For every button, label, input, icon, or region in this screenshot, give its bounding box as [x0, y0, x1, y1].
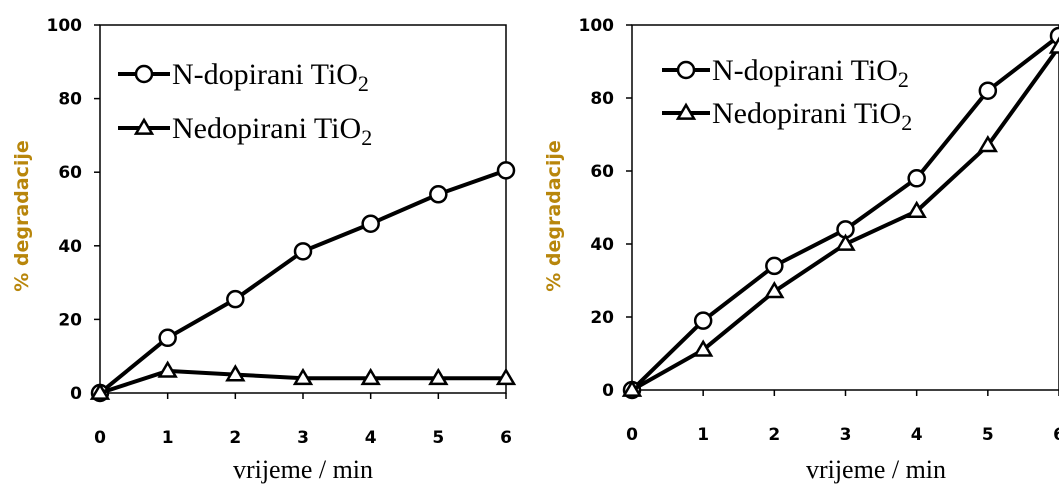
x-tick-label: 5 [432, 428, 444, 448]
legend-label: N-dopirani TiO2 [712, 54, 909, 92]
data-point-triangle [428, 367, 449, 386]
data-point-triangle [225, 364, 246, 382]
legend-label: N-dopirani TiO2 [172, 58, 369, 96]
y-axis-label: % degradacije [543, 140, 565, 292]
data-point-triangle [495, 367, 517, 386]
legend-marker-circle [134, 64, 154, 84]
chart-right: 0 20 40 60 80 100 0 1 2 3 4 5 6 vrijeme / min % degrad… [543, 16, 1059, 484]
x-tick-label: 6 [500, 428, 512, 448]
data-point-triangle [835, 233, 856, 251]
data-point-triangle [906, 200, 927, 218]
data-point-triangle [621, 379, 643, 397]
data-point-circle [158, 328, 177, 348]
x-axis-label: vrijeme / min [233, 455, 373, 484]
x-tick-label: 0 [94, 428, 106, 448]
data-point-triangle [157, 360, 178, 378]
x-tick-label: 2 [229, 428, 241, 448]
data-point-triangle [360, 367, 381, 386]
data-point-circle [226, 289, 245, 309]
y-tick-label: 80 [58, 90, 82, 110]
y-tick-label: 60 [58, 163, 82, 183]
x-axis-label: vrijeme / min [806, 455, 946, 484]
data-point-triangle [89, 382, 111, 400]
series-line-n-dopirani [98, 168, 507, 395]
x-tick-label: 1 [162, 428, 174, 448]
legend-label: Nedopirani TiO2 [712, 97, 912, 135]
y-axis-label: % degradacije [11, 140, 33, 292]
legend-marker-triangle [675, 102, 697, 120]
data-point-triangle [1048, 36, 1059, 54]
data-point-circle [978, 81, 998, 100]
y-tick-label: 100 [579, 16, 615, 36]
y-tick-label: 40 [58, 237, 82, 257]
chart-left: 0 20 40 60 80 100 0 1 2 3 4 5 6 vrijeme / min % degrad… [11, 16, 517, 484]
x-tick-label: 4 [365, 428, 377, 448]
y-tick-label: 60 [590, 162, 614, 182]
legend-marker-circle [676, 60, 696, 80]
x-tick-label: 1 [697, 425, 709, 445]
data-point-circle [496, 161, 516, 180]
y-tick-label: 100 [47, 16, 83, 36]
data-point-triangle [692, 339, 714, 357]
legend-marker-triangle [133, 117, 155, 135]
y-tick-label: 20 [590, 308, 614, 328]
data-point-triangle [764, 280, 785, 299]
data-point-circle [693, 311, 713, 330]
y-tick-label: 20 [58, 310, 82, 330]
data-point-circle [429, 185, 448, 204]
x-tick-label: 6 [1053, 425, 1059, 445]
data-point-circle [765, 256, 784, 276]
y-tick-label: 0 [70, 384, 82, 404]
x-tick-label: 4 [911, 425, 923, 445]
x-tick-label: 0 [626, 425, 638, 445]
data-point-circle [907, 169, 926, 188]
x-tick-label: 5 [982, 425, 994, 445]
x-tick-label: 2 [768, 425, 780, 445]
x-tick-label: 3 [840, 425, 852, 445]
data-point-circle [361, 214, 380, 233]
y-tick-label: 40 [590, 235, 614, 255]
y-tick-label: 0 [602, 381, 614, 401]
data-point-triangle [292, 367, 314, 386]
data-point-triangle [977, 134, 999, 153]
legend-label: Nedopirani TiO2 [172, 112, 372, 150]
y-tick-label: 80 [590, 89, 614, 109]
data-point-circle [293, 242, 313, 261]
x-tick-label: 3 [297, 428, 309, 448]
